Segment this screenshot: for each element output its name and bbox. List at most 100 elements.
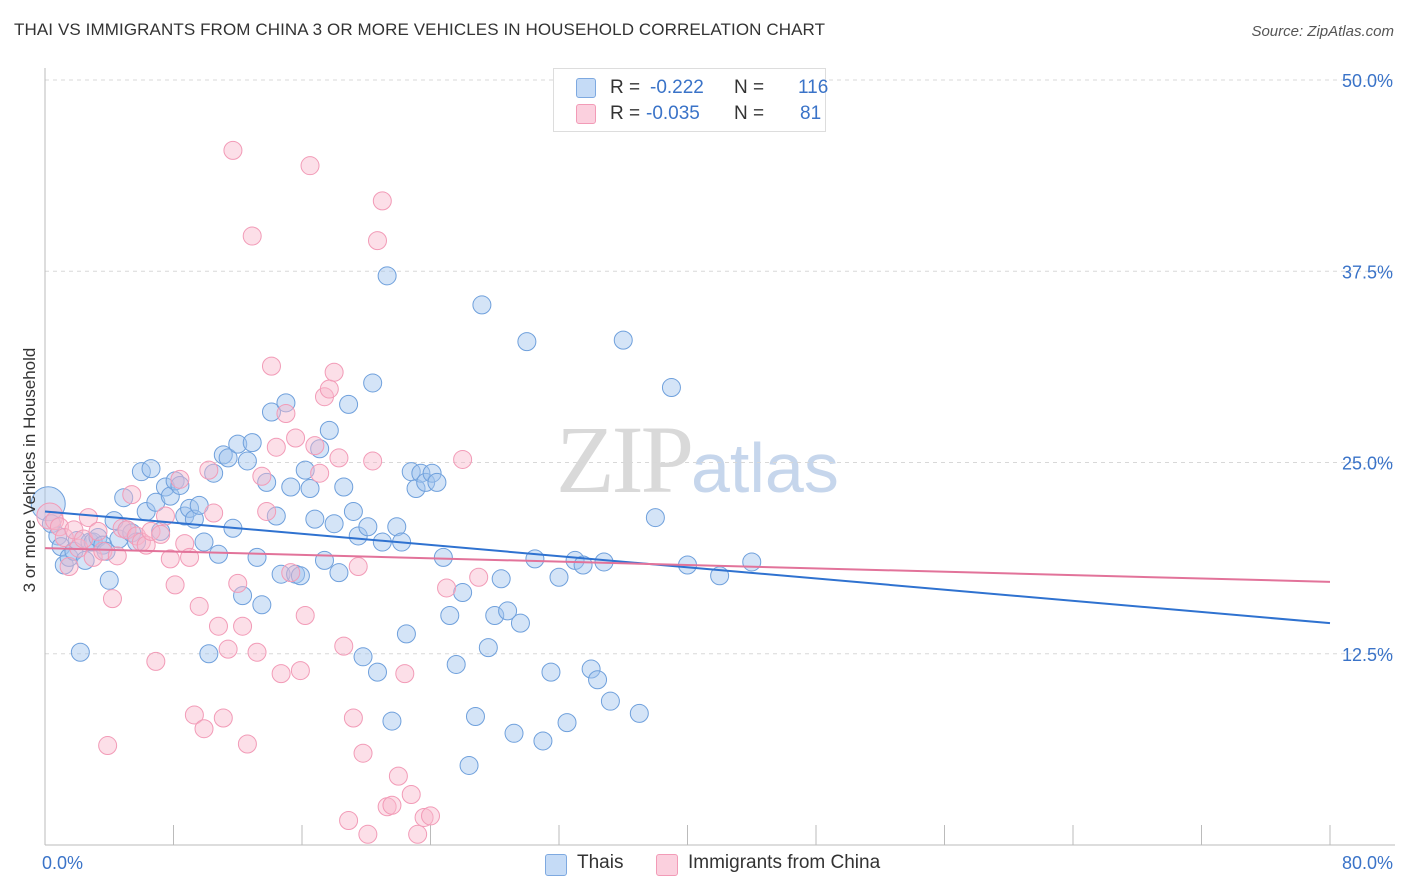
thais-point	[261, 402, 281, 422]
x-tick-label: 80.0%	[1342, 853, 1393, 873]
thais-point	[581, 659, 601, 679]
china-point	[237, 734, 257, 754]
china-point	[266, 437, 286, 457]
thais-point	[266, 506, 286, 526]
legend-r-label: R =	[610, 77, 641, 98]
china-point	[408, 824, 428, 844]
china-point	[88, 521, 108, 541]
china-point	[83, 547, 103, 567]
china-point	[194, 719, 214, 739]
thais-point	[343, 501, 363, 521]
china-point	[257, 501, 277, 521]
legend-r-label: R =	[610, 103, 641, 124]
legend-n-label: N =	[734, 103, 765, 124]
thais-point	[517, 332, 537, 352]
thais-point	[416, 472, 436, 492]
china-point	[334, 636, 354, 656]
thais-point	[557, 713, 577, 733]
thais-point	[329, 563, 349, 583]
y-tick-label: 25.0%	[1342, 454, 1393, 474]
thais-point	[160, 486, 180, 506]
china-point	[353, 743, 373, 763]
china-point	[348, 557, 368, 577]
thais-point	[459, 755, 479, 775]
china-point	[151, 524, 171, 544]
thais-point	[411, 463, 431, 483]
thais-point	[233, 586, 253, 606]
thais-point	[377, 266, 397, 286]
bottom-legend-label-thais: Thais	[577, 852, 624, 873]
thais-point	[573, 555, 593, 575]
china-point	[437, 578, 457, 598]
thais-point	[427, 472, 447, 492]
thais-point	[367, 662, 387, 682]
thais-point	[237, 451, 257, 471]
china-point	[286, 428, 306, 448]
thais-point	[305, 509, 325, 529]
thais-point	[382, 711, 402, 731]
china-point	[319, 379, 339, 399]
correlation-legend: R = -0.222 N = 116 R = -0.035 N = 81	[553, 68, 828, 132]
thais-point	[276, 393, 296, 413]
thais-point	[465, 706, 485, 726]
china-trend-line	[44, 547, 1331, 583]
china-point	[228, 573, 248, 593]
china-point	[170, 469, 190, 489]
y-axis-title: 3 or more Vehicles in Household	[20, 347, 39, 593]
thais-point	[247, 547, 267, 567]
thais-point	[170, 475, 190, 495]
china-point	[223, 140, 243, 160]
china-point	[117, 520, 137, 540]
china-point	[295, 606, 315, 625]
thais-point	[491, 569, 511, 589]
thais-point	[242, 433, 262, 453]
bottom-legend-swatch-china	[656, 854, 678, 876]
china-point	[276, 404, 296, 424]
thais-point	[358, 517, 378, 537]
thais-point	[504, 723, 524, 743]
china-point	[233, 616, 253, 636]
china-point	[78, 508, 98, 528]
china-point	[305, 436, 325, 456]
y-tick-label: 37.5%	[1342, 262, 1393, 282]
x-tick-label: 0.0%	[42, 853, 83, 873]
thais-trend-line	[44, 510, 1331, 625]
thais-point	[319, 420, 339, 440]
china-point	[339, 811, 359, 831]
thais-point	[549, 567, 569, 587]
china-point	[372, 191, 392, 211]
thais-point	[433, 547, 453, 567]
china-point	[310, 463, 330, 483]
legend-swatch-thais	[576, 78, 596, 98]
china-point	[382, 795, 402, 815]
thais-point	[387, 517, 407, 537]
thais-point	[440, 606, 460, 625]
watermark: ZIPatlas	[556, 404, 839, 515]
watermark-atlas: atlas	[691, 429, 839, 507]
china-point	[213, 708, 233, 728]
china-point	[281, 563, 301, 583]
thais-point	[661, 378, 681, 398]
thais-point	[396, 624, 416, 644]
thais-point	[498, 601, 518, 621]
china-point	[208, 616, 228, 636]
china-point	[59, 557, 79, 577]
china-point	[329, 448, 349, 468]
legend-r-value: -0.222	[650, 77, 704, 98]
thais-point	[194, 532, 214, 552]
china-point	[165, 575, 185, 595]
thais-point	[334, 477, 354, 497]
thais-point	[141, 459, 161, 479]
thais-point	[446, 654, 466, 674]
source-label: Source: ZipAtlas.com	[1251, 23, 1394, 40]
thais-point	[228, 434, 248, 454]
thais-point	[70, 642, 90, 662]
bottom-legend-swatch-thais	[545, 854, 567, 876]
china-point	[204, 503, 224, 523]
china-point	[102, 589, 122, 609]
thais-point	[453, 583, 473, 603]
legend-n-label: N =	[734, 77, 765, 98]
thais-point	[295, 460, 315, 480]
thais-point	[600, 691, 620, 711]
